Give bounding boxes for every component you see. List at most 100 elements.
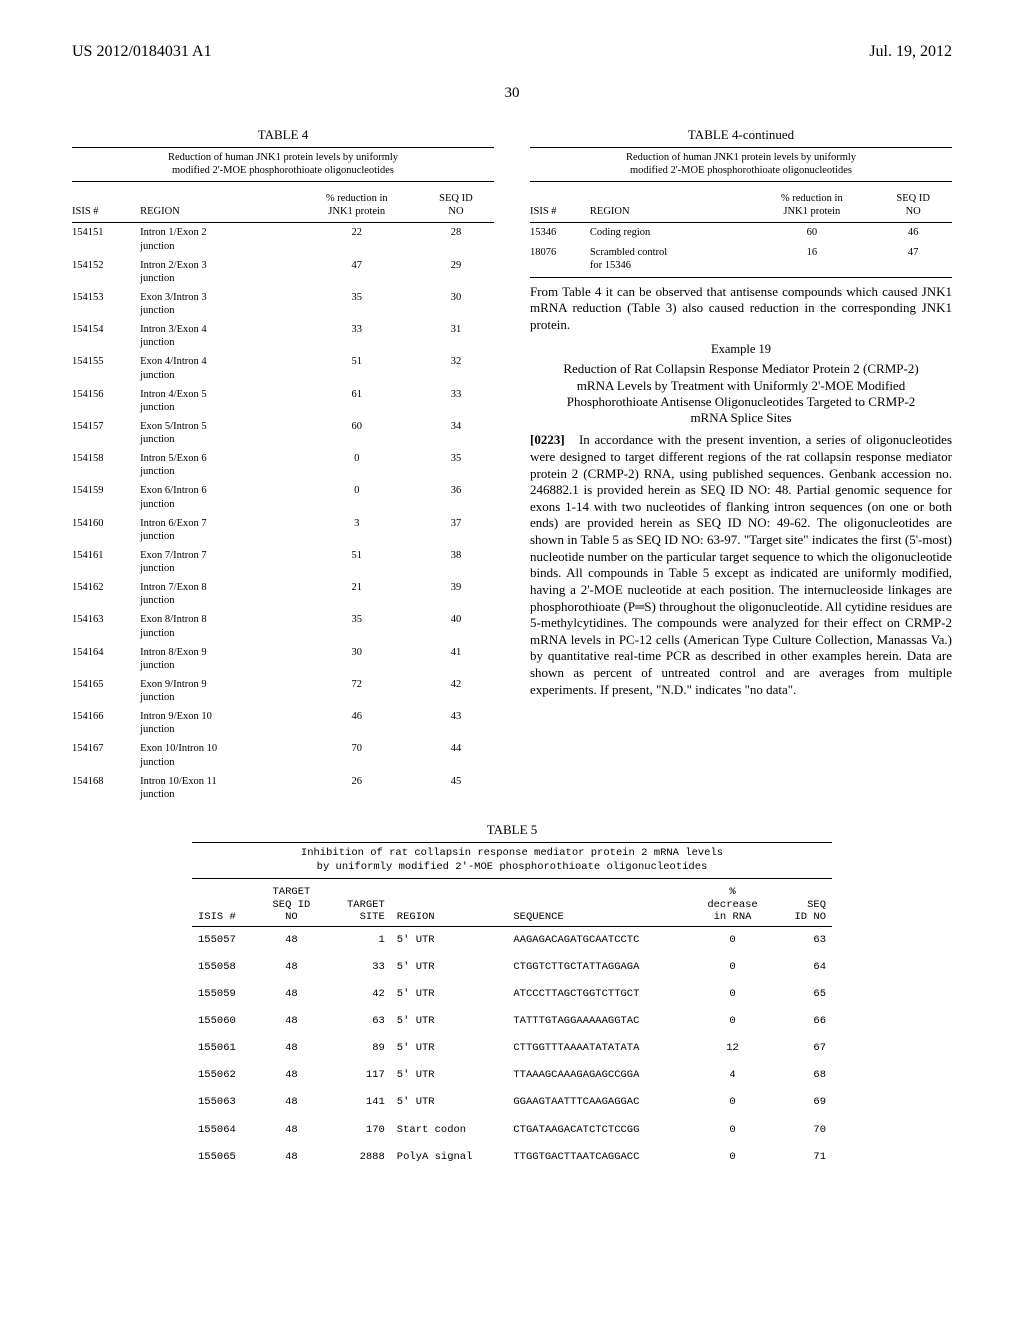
th-pct-l1: % bbox=[729, 886, 735, 898]
cell-pct: 47 bbox=[296, 256, 422, 288]
cell-seq: 30 bbox=[422, 288, 494, 320]
cell-pct: 33 bbox=[296, 320, 422, 352]
cell-sequence: CTTGGTTTAAAATATATATA bbox=[507, 1035, 691, 1062]
cell-region: Intron 7/Exon 8junction bbox=[140, 578, 295, 610]
para-0223: [0223] In accordance with the present in… bbox=[530, 432, 952, 698]
cell-region: Exon 3/Intron 3junction bbox=[140, 288, 295, 320]
cell-seq: 31 bbox=[422, 320, 494, 352]
cell-seq: 47 bbox=[878, 243, 952, 275]
table-row: 15506448170Start codonCTGATAAGACATCTCTCC… bbox=[192, 1117, 832, 1144]
table-row: 155063481415' UTRGGAAGTAATTTCAAGAGGAC069 bbox=[192, 1089, 832, 1116]
cell-seq: 39 bbox=[422, 578, 494, 610]
cell-isis: 18076 bbox=[530, 243, 590, 275]
cell-isis: 155063 bbox=[192, 1089, 258, 1116]
cell-site: 42 bbox=[325, 981, 391, 1008]
cell-pct: 4 bbox=[691, 1062, 774, 1089]
cell-isis: 155058 bbox=[192, 954, 258, 981]
cell-isis: 154160 bbox=[72, 514, 140, 546]
th-region: REGION bbox=[590, 188, 749, 223]
cell-isis: 154151 bbox=[72, 223, 140, 256]
cell-pct: 70 bbox=[296, 739, 422, 771]
cell-sequence: TATTTGTAGGAAAAAGGTAC bbox=[507, 1008, 691, 1035]
table-row: 154156Intron 4/Exon 5junction6133 bbox=[72, 385, 494, 417]
table-row: 154164Intron 8/Exon 9junction3041 bbox=[72, 643, 494, 675]
cell-pct: 51 bbox=[296, 352, 422, 384]
table-row: 154153Exon 3/Intron 3junction3530 bbox=[72, 288, 494, 320]
th-region: REGION bbox=[391, 883, 508, 926]
cell-pct: 0 bbox=[296, 449, 422, 481]
th-tseq-l2: SEQ ID bbox=[272, 899, 310, 911]
cell-region: Intron 3/Exon 4junction bbox=[140, 320, 295, 352]
cell-pct: 0 bbox=[691, 1117, 774, 1144]
cell-region: 5' UTR bbox=[391, 1008, 508, 1035]
cell-tseq: 48 bbox=[258, 981, 324, 1008]
cell-seq: 33 bbox=[422, 385, 494, 417]
cell-seq: 32 bbox=[422, 352, 494, 384]
cell-seqid: 71 bbox=[774, 1144, 832, 1171]
cell-region: Exon 5/Intron 5junction bbox=[140, 417, 295, 449]
cell-tseq: 48 bbox=[258, 926, 324, 954]
cell-pct: 0 bbox=[691, 1144, 774, 1171]
page-header: US 2012/0184031 A1 Jul. 19, 2012 bbox=[72, 42, 952, 62]
cell-isis: 155057 bbox=[192, 926, 258, 954]
cell-seq: 35 bbox=[422, 449, 494, 481]
table5-head: ISIS # TARGET SEQ ID NO TARGET SITE REGI… bbox=[192, 883, 832, 926]
cell-site: 1 bbox=[325, 926, 391, 954]
cell-pct: 0 bbox=[691, 981, 774, 1008]
cell-region: Intron 1/Exon 2junction bbox=[140, 223, 295, 256]
publication-date: Jul. 19, 2012 bbox=[869, 42, 952, 62]
cell-seq: 28 bbox=[422, 223, 494, 256]
th-seqid: SEQ ID NO bbox=[774, 883, 832, 926]
th-pct-l2: JNK1 protein bbox=[783, 206, 840, 217]
table4-subtitle-wrap: Reduction of human JNK1 protein levels b… bbox=[72, 147, 494, 182]
cell-seq: 34 bbox=[422, 417, 494, 449]
cell-sequence: TTAAAGCAAAGAGAGCCGGA bbox=[507, 1062, 691, 1089]
th-site-l1: TARGET bbox=[347, 899, 385, 911]
cell-seqid: 66 bbox=[774, 1008, 832, 1035]
cell-isis: 154156 bbox=[72, 385, 140, 417]
para-number: [0223] bbox=[530, 432, 565, 447]
th-pct: % reduction in JNK1 protein bbox=[296, 188, 422, 223]
table-row: 15506048635' UTRTATTTGTAGGAAAAAGGTAC066 bbox=[192, 1008, 832, 1035]
th-seqid-l1: SEQ bbox=[807, 899, 826, 911]
table-row: 154162Intron 7/Exon 8junction2139 bbox=[72, 578, 494, 610]
table4-cont-wrap: ISIS # REGION % reduction in JNK1 protei… bbox=[530, 188, 952, 278]
cell-site: 63 bbox=[325, 1008, 391, 1035]
table4-cont-subtitle-wrap: Reduction of human JNK1 protein levels b… bbox=[530, 147, 952, 182]
cell-pct: 0 bbox=[296, 481, 422, 513]
cell-isis: 154167 bbox=[72, 739, 140, 771]
cell-pct: 46 bbox=[296, 707, 422, 739]
cell-pct: 21 bbox=[296, 578, 422, 610]
table-row: 154157Exon 5/Intron 5junction6034 bbox=[72, 417, 494, 449]
table-row: 18076Scrambled controlfor 153461647 bbox=[530, 243, 952, 275]
cell-isis: 155060 bbox=[192, 1008, 258, 1035]
cell-isis: 155064 bbox=[192, 1117, 258, 1144]
cell-region: 5' UTR bbox=[391, 1035, 508, 1062]
table4-body: 154151Intron 1/Exon 2junction2228154152I… bbox=[72, 223, 494, 804]
cell-seqid: 70 bbox=[774, 1117, 832, 1144]
cell-tseq: 48 bbox=[258, 1089, 324, 1116]
table5-label: TABLE 5 bbox=[72, 822, 952, 838]
cell-site: 117 bbox=[325, 1062, 391, 1089]
table4: ISIS # REGION % reduction in JNK1 protei… bbox=[72, 188, 494, 804]
cell-sequence: CTGGTCTTGCTATTAGGAGA bbox=[507, 954, 691, 981]
table-row: 154166Intron 9/Exon 10junction4643 bbox=[72, 707, 494, 739]
cell-pct: 16 bbox=[749, 243, 878, 275]
cell-pct: 60 bbox=[749, 223, 878, 243]
cell-isis: 154154 bbox=[72, 320, 140, 352]
cell-tseq: 48 bbox=[258, 1035, 324, 1062]
table-row: 154168Intron 10/Exon 11junction2645 bbox=[72, 772, 494, 804]
th-targetseq: TARGET SEQ ID NO bbox=[258, 883, 324, 926]
table4-cont-label: TABLE 4-continued bbox=[530, 127, 952, 143]
table-row: 15346Coding region6046 bbox=[530, 223, 952, 243]
th-pct-l3: in RNA bbox=[714, 911, 752, 923]
cell-isis: 155065 bbox=[192, 1144, 258, 1171]
cell-region: Intron 5/Exon 6junction bbox=[140, 449, 295, 481]
th-pct-l2: decrease bbox=[707, 899, 757, 911]
table5-sub-l1: Inhibition of rat collapsin response med… bbox=[192, 847, 832, 861]
table-row: 154154Intron 3/Exon 4junction3331 bbox=[72, 320, 494, 352]
table4-cont-sub-l1: Reduction of human JNK1 protein levels b… bbox=[554, 152, 928, 165]
cell-region: Scrambled controlfor 15346 bbox=[590, 243, 749, 275]
right-column: TABLE 4-continued Reduction of human JNK… bbox=[530, 127, 952, 804]
cell-tseq: 48 bbox=[258, 1008, 324, 1035]
